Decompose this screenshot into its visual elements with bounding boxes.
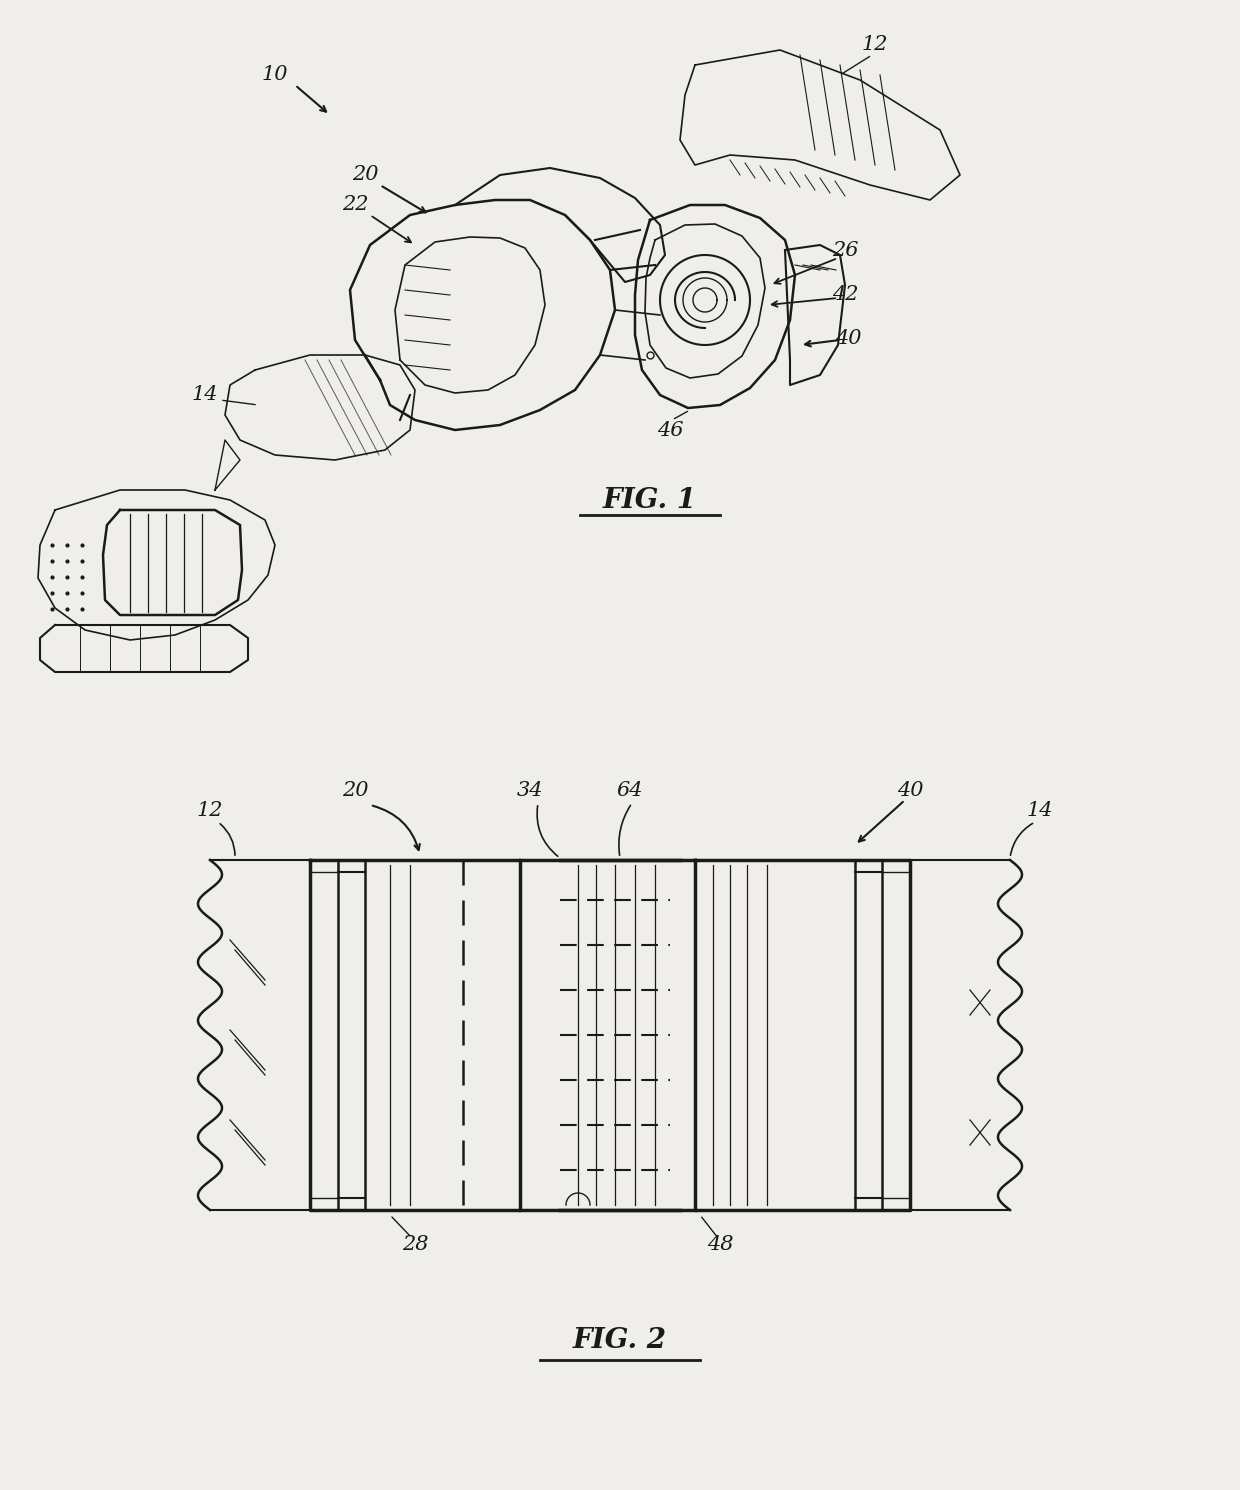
Text: 26: 26 — [832, 240, 858, 259]
Text: 40: 40 — [835, 328, 862, 347]
Text: 22: 22 — [342, 195, 368, 215]
Text: 42: 42 — [832, 286, 858, 304]
Text: 46: 46 — [657, 420, 683, 440]
Text: 14: 14 — [192, 386, 218, 404]
Text: 34: 34 — [517, 781, 543, 800]
Text: 48: 48 — [707, 1235, 733, 1255]
Text: 28: 28 — [402, 1235, 428, 1255]
Text: FIG. 2: FIG. 2 — [573, 1326, 667, 1353]
Text: 12: 12 — [862, 36, 888, 55]
Text: 14: 14 — [1027, 800, 1053, 820]
Text: 20: 20 — [342, 781, 368, 800]
Text: 12: 12 — [197, 800, 223, 820]
Text: 64: 64 — [616, 781, 644, 800]
Text: 20: 20 — [352, 165, 378, 185]
Text: 10: 10 — [262, 66, 288, 85]
Text: 40: 40 — [897, 781, 924, 800]
Text: FIG. 1: FIG. 1 — [603, 487, 697, 514]
